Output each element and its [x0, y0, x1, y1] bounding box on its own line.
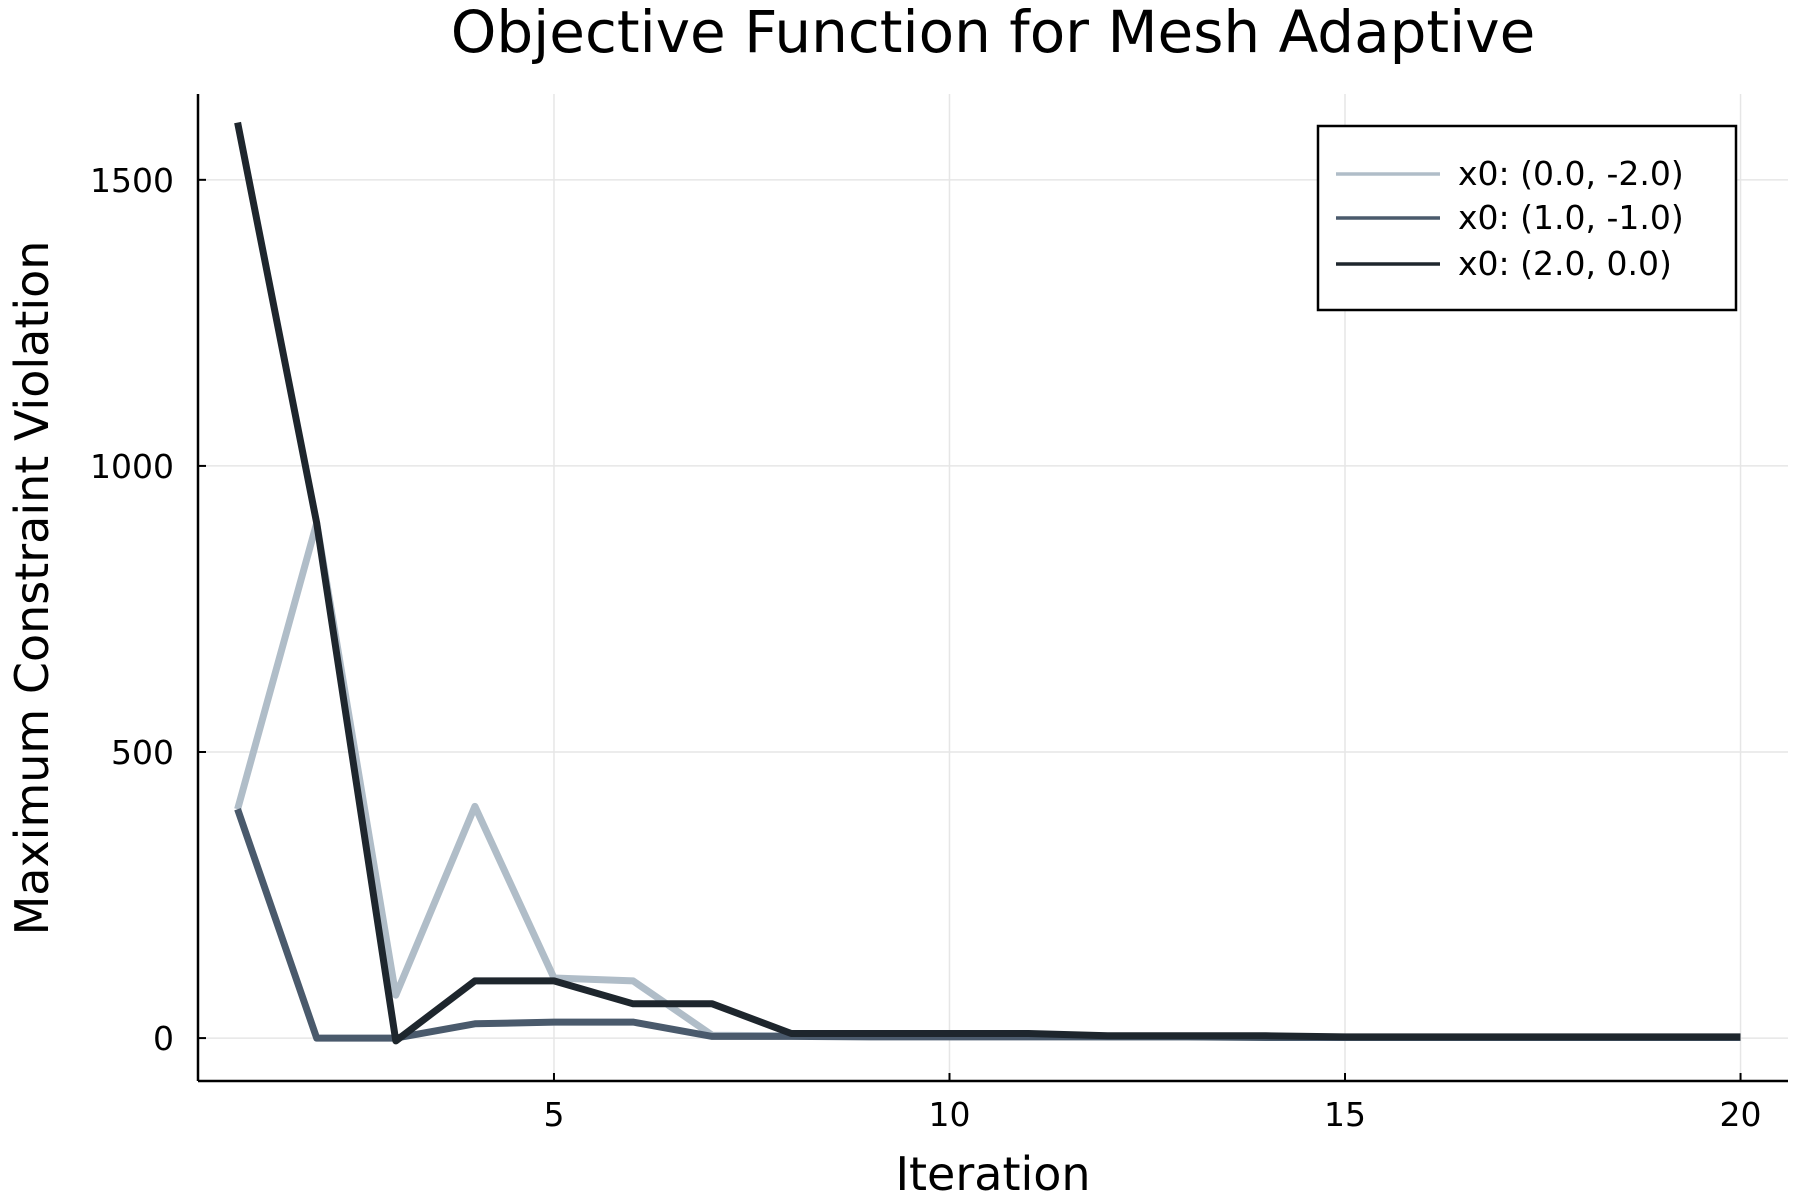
y-tick-label: 0	[153, 1019, 174, 1058]
legend-label-1: x0: (0.0, -2.0)	[1458, 154, 1684, 193]
x-tick-label: 20	[1720, 1095, 1762, 1134]
ticks-layer: 5 10 15 20 0 500 1000 1500	[90, 161, 1762, 1134]
x-tick-label: 5	[543, 1095, 564, 1134]
y-tick-label: 500	[111, 733, 174, 772]
x-tick-label: 10	[928, 1095, 970, 1134]
x-tick-label: 15	[1324, 1095, 1366, 1134]
series-line-1	[234, 519, 1741, 1041]
axes-layer	[196, 94, 1788, 1083]
legend-label-3: x0: (2.0, 0.0)	[1458, 244, 1672, 283]
legend: x0: (0.0, -2.0) x0: (1.0, -1.0) x0: (2.0…	[1316, 124, 1738, 312]
x-axis-label: Iteration	[895, 1147, 1090, 1200]
series-layer	[234, 121, 1741, 1045]
y-tick-label: 1000	[90, 447, 174, 486]
y-axis-label: Maximum Constraint Violation	[5, 241, 59, 936]
y-tick-label: 1500	[90, 161, 174, 200]
legend-label-2: x0: (1.0, -1.0)	[1458, 198, 1684, 237]
chart-title: Objective Function for Mesh Adaptive	[451, 0, 1536, 66]
series-line-3	[234, 121, 1741, 1045]
